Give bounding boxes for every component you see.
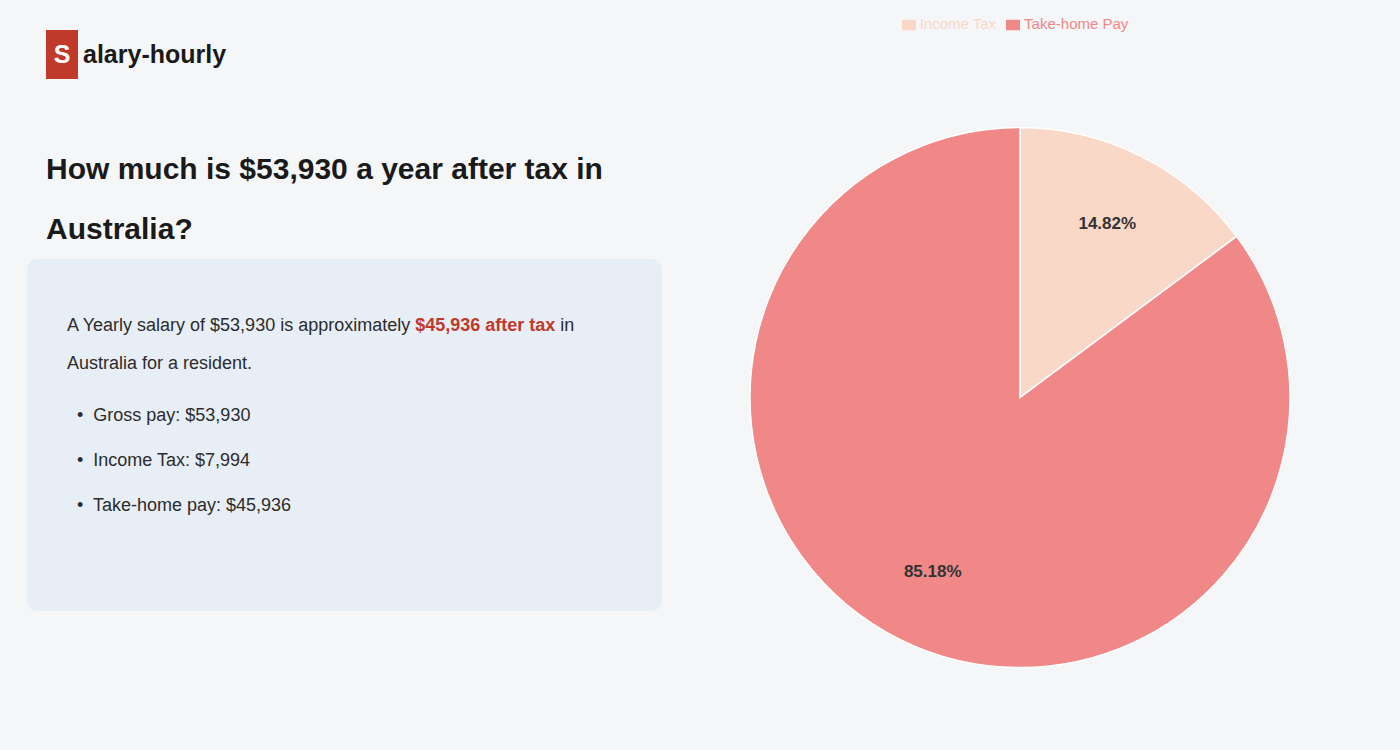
- html-text:How much is $53,930 a year aft: How much is $53,930 a year after tax in: [46, 152, 603, 185]
- html-text:Take-home Pay: Take-home Pay: [1024, 15, 1129, 32]
- html-text:• Gross pay: $53,930: • Gross pay: $53,930: [77, 405, 251, 426]
- svg-text:14.82%: 14.82%: [1078, 214, 1136, 233]
- html-text:A Yearly salary of $53,930 is: A Yearly salary of $53,930 is approximat…: [67, 315, 575, 336]
- html-text:Income Tax: Income Tax: [919, 15, 997, 32]
- html-text:alary-hourly: alary-hourly: [83, 40, 227, 68]
- html-text:• Take-home pay: $45,936: • Take-home pay: $45,936: [77, 495, 292, 516]
- html-text:Australia?: Australia?: [46, 212, 193, 245]
- svg-text:85.18%: 85.18%: [904, 562, 962, 581]
- html-text:• Income Tax: $7,994: • Income Tax: $7,994: [77, 450, 251, 471]
- html-text:S: S: [53, 40, 71, 68]
- html-text:Australia for a resident.: Australia for a resident.: [67, 353, 253, 374]
